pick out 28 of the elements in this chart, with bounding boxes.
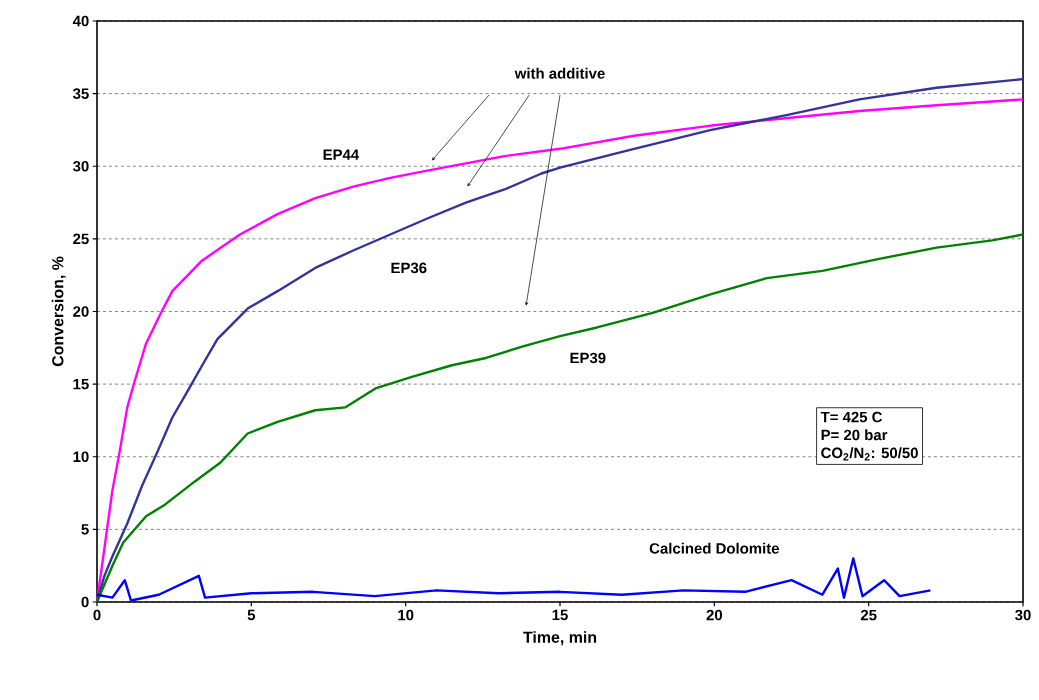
x-tick-label: 5 <box>247 609 256 621</box>
annotation: T= 425 C <box>820 411 883 423</box>
x-tick-label: 30 <box>1015 609 1031 621</box>
y-tick-label: 25 <box>73 233 89 245</box>
y-axis-title: Conversion, % <box>51 256 66 367</box>
annotation: with additive <box>514 67 605 79</box>
x-tick-label: 25 <box>860 609 877 621</box>
y-tick-label: 0 <box>81 596 89 608</box>
line-series <box>95 233 1025 604</box>
annotation: P= 20 bar <box>821 429 888 441</box>
y-tick-label: 40 <box>72 15 89 27</box>
x-tick-label: 0 <box>93 609 101 621</box>
y-tick-label: 5 <box>81 524 89 535</box>
series-label: EP39 <box>570 352 606 364</box>
y-tick-label: 10 <box>73 451 89 463</box>
series-label: EP36 <box>391 262 427 274</box>
series-label: Calcined Dolomite <box>649 542 779 554</box>
x-tick-label: 10 <box>398 609 414 621</box>
y-tick-label: 30 <box>72 160 89 172</box>
y-tick-label: 20 <box>73 306 89 317</box>
y-tick-label: 15 <box>73 378 89 390</box>
x-tick-label: 20 <box>706 609 723 621</box>
line-series <box>95 557 932 602</box>
annotation: CO$_{2}$/N$_{2}$: 50/50 <box>821 447 918 461</box>
series-label: EP44 <box>323 149 360 160</box>
y-tick-label: 35 <box>72 88 89 99</box>
x-tick-label: 15 <box>552 609 568 621</box>
x-axis-title: Time, min <box>523 631 597 646</box>
